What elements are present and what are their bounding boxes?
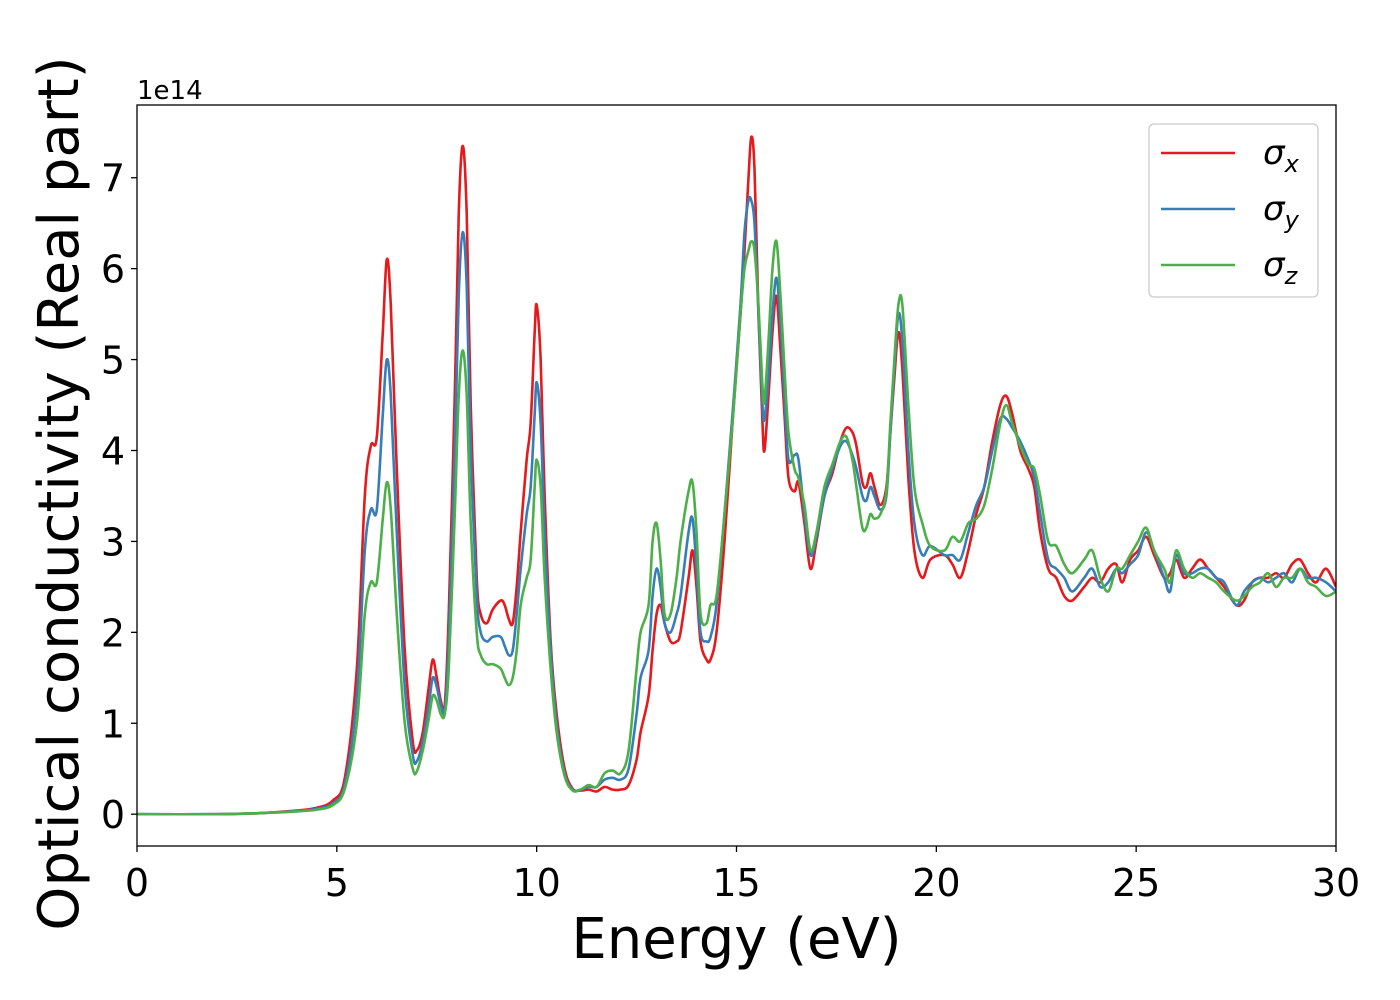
- x-tick-label: 0: [125, 861, 149, 905]
- x-tick-label: 30: [1312, 861, 1360, 905]
- legend-label-z: σz: [1263, 245, 1299, 290]
- series-line-z: [137, 239, 1336, 816]
- y-tick-label: 3: [101, 520, 125, 564]
- x-tick-label: 25: [1112, 861, 1160, 905]
- y-tick-label: 6: [101, 248, 125, 292]
- x-tick-label: 5: [325, 861, 349, 905]
- legend-label-x: σx: [1263, 133, 1300, 178]
- x-tick-label: 20: [912, 861, 960, 905]
- x-axis-title: Energy (eV): [571, 907, 901, 972]
- legend: σx σy σz: [1148, 123, 1319, 298]
- plot-area: [137, 135, 1336, 816]
- legend-label-y: σy: [1263, 189, 1300, 234]
- y-axis-offset-label: 1e14: [137, 76, 203, 106]
- y-tick-label: 0: [101, 793, 125, 837]
- axes: 0 5 10 15 20 25 30 0 1 2 3 4 5 6 7: [101, 104, 1360, 905]
- y-tick-label: 7: [101, 157, 125, 201]
- x-tick-label: 10: [512, 861, 560, 905]
- legend-box: [1148, 123, 1319, 298]
- y-tick-label: 5: [101, 339, 125, 383]
- y-tick-label: 4: [101, 429, 125, 473]
- y-axis-title: Optical conductivity (Real part): [27, 56, 92, 930]
- y-tick-label: 2: [101, 611, 125, 655]
- x-tick-label: 15: [712, 861, 760, 905]
- y-tick-label: 1: [101, 702, 125, 746]
